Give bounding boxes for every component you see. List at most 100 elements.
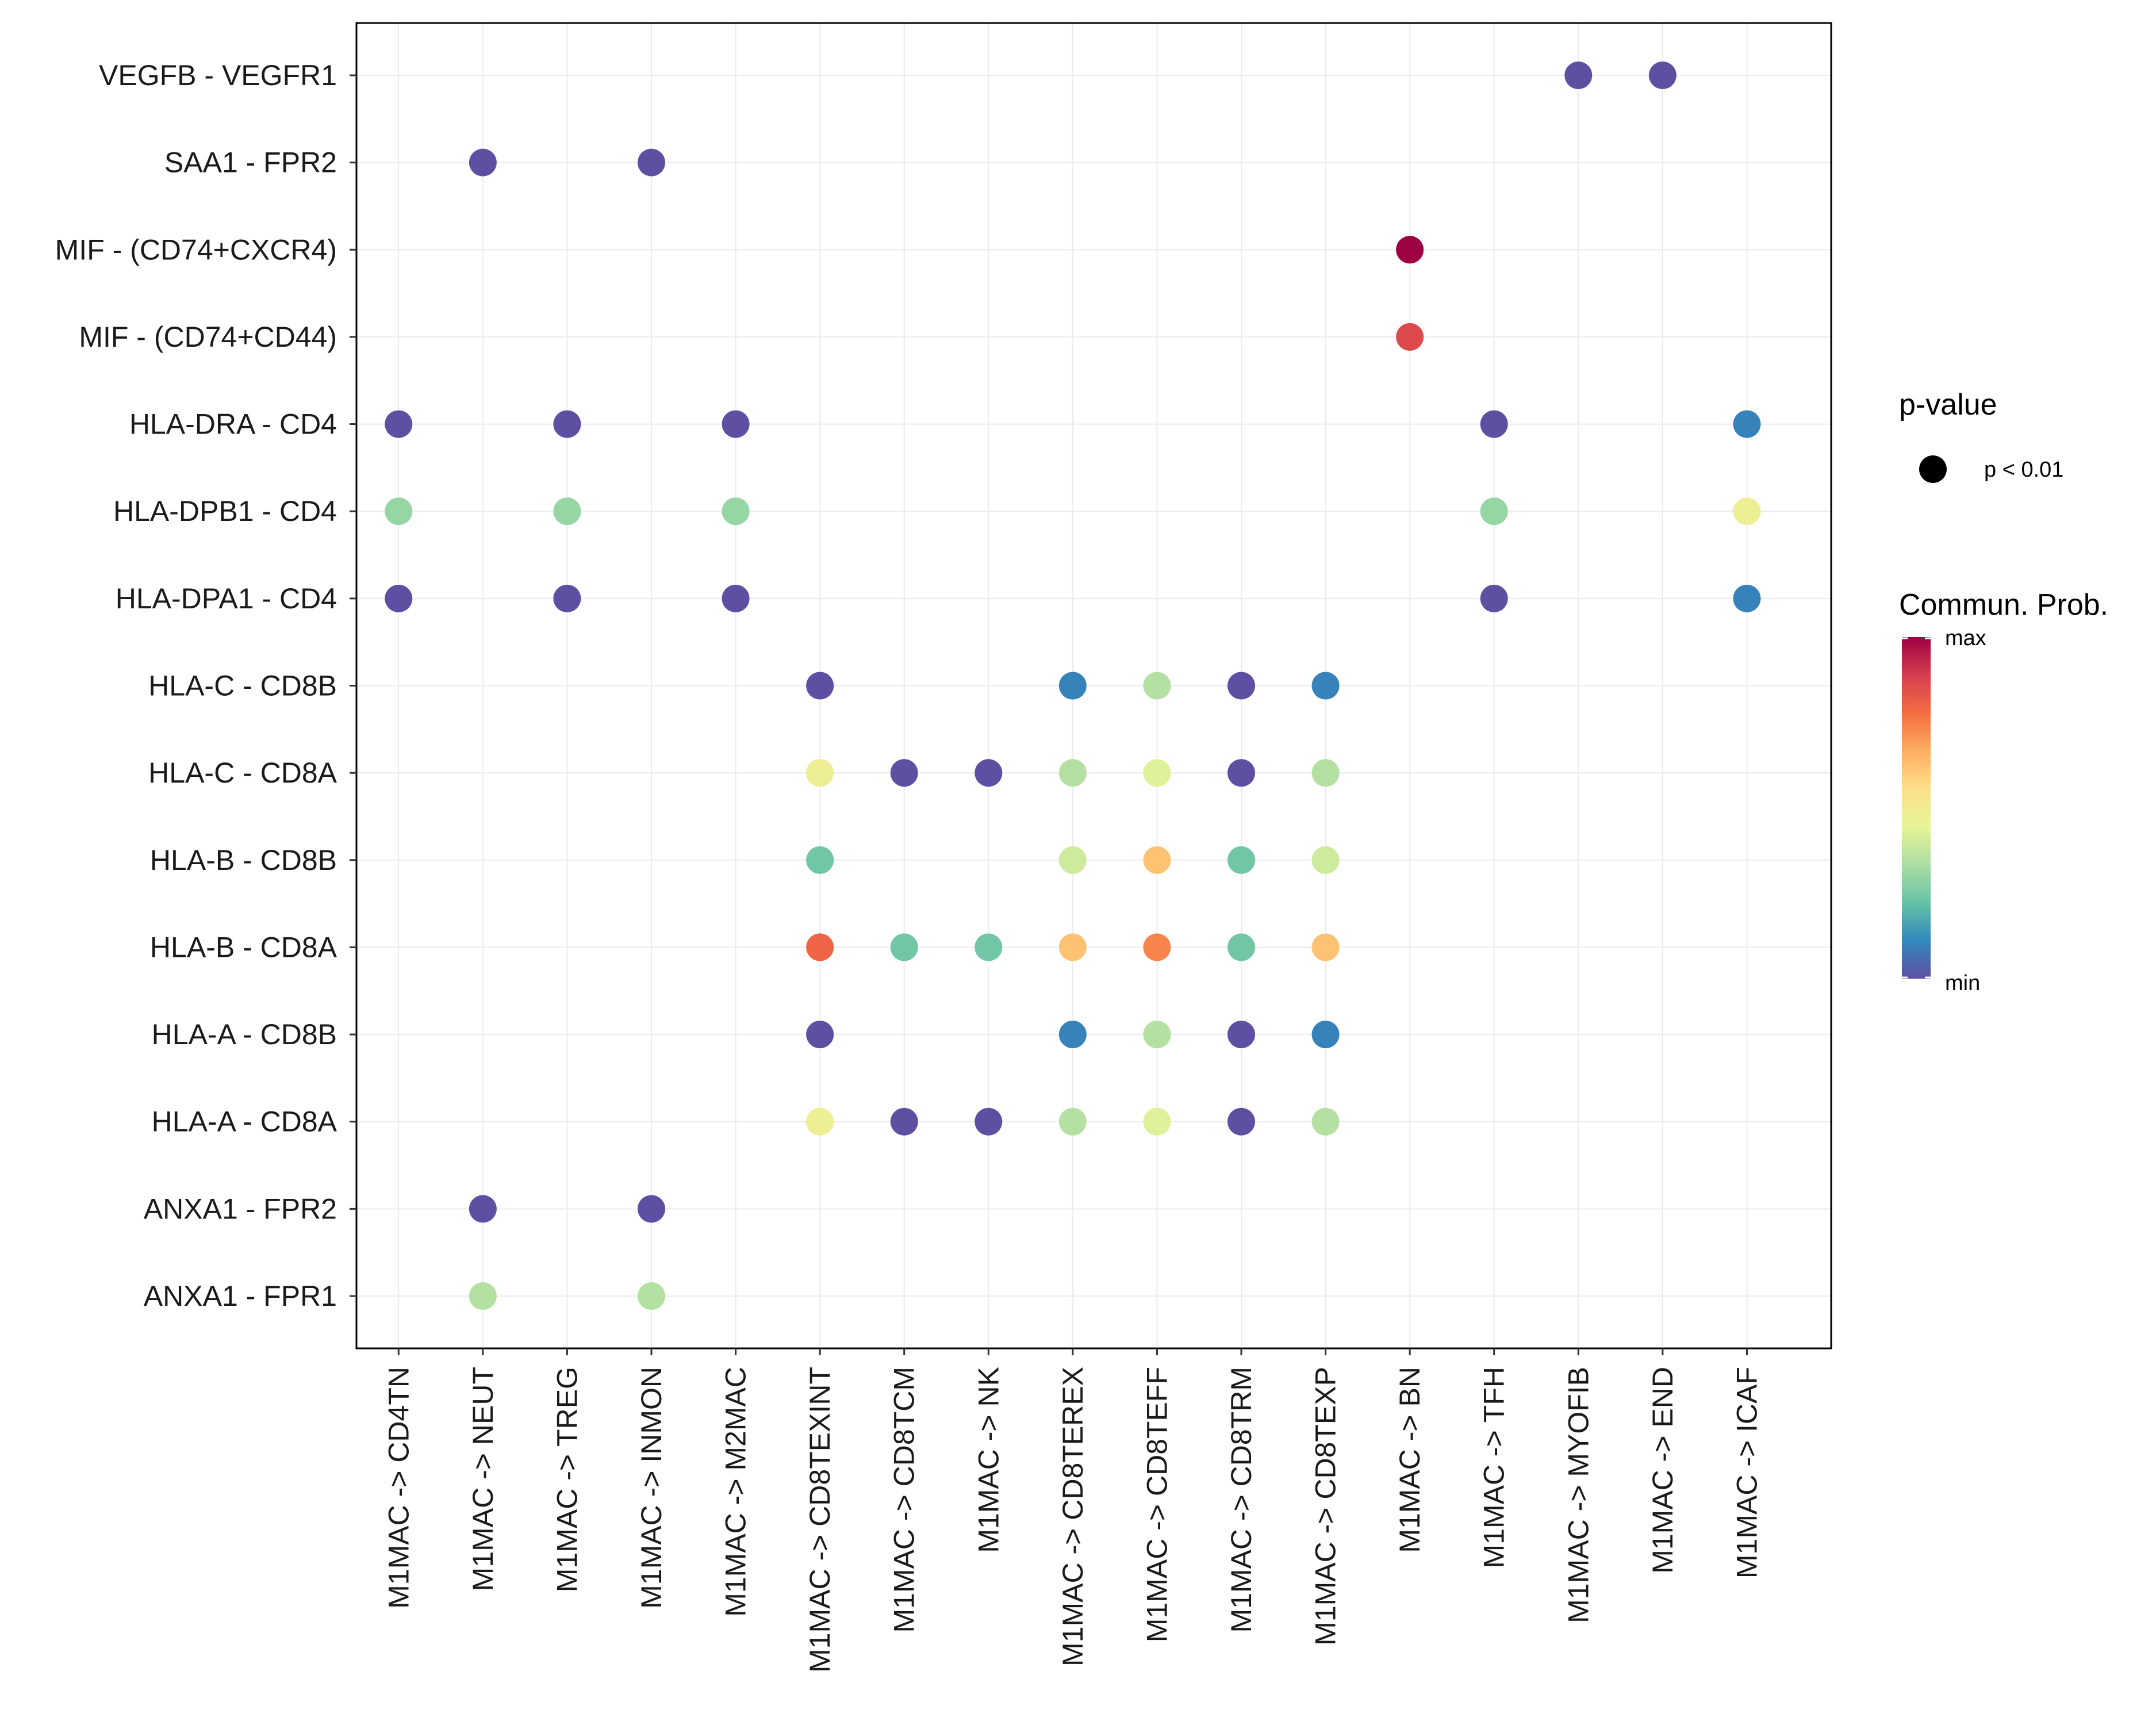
data-point-hla-c-cd8a-m1mac-cd8teff [1143, 759, 1171, 787]
row-label-hla-a-cd8b: HLA-A - CD8B [152, 1018, 337, 1051]
column-label-m1mac-treg: M1MAC -> TREG [551, 1367, 583, 1592]
data-point-hla-b-cd8b-m1mac-cd8teff [1143, 846, 1171, 874]
column-label-m1mac-tfh: M1MAC -> TFH [1478, 1367, 1510, 1569]
column-label-m1mac-cd8texint: M1MAC -> CD8TEXINT [804, 1367, 836, 1673]
row-label-anxa1-fpr1: ANXA1 - FPR1 [144, 1280, 337, 1312]
data-point-hla-c-cd8b-m1mac-cd8teff [1143, 672, 1171, 700]
row-label-anxa1-fpr2: ANXA1 - FPR2 [144, 1193, 337, 1225]
data-point-hla-c-cd8b-m1mac-cd8trm [1227, 672, 1255, 700]
data-point-hla-dpb1-cd4-m1mac-tfh [1480, 497, 1508, 526]
data-point-hla-dpb1-cd4-m1mac-treg [553, 497, 581, 526]
data-point-hla-c-cd8a-m1mac-cd8texp [1311, 759, 1340, 787]
color-bar-min-label: min [1945, 971, 1980, 995]
row-label-hla-c-cd8b: HLA-C - CD8B [148, 670, 337, 702]
pvalue-legend-label: p < 0.01 [1984, 458, 2063, 482]
column-label-m1mac-cd4tn: M1MAC -> CD4TN [382, 1367, 415, 1609]
data-point-hla-dpa1-cd4-m1mac-treg [553, 584, 581, 612]
row-label-hla-dpa1-cd4: HLA-DPA1 - CD4 [116, 582, 337, 615]
column-label-m1mac-inmon: M1MAC -> INMON [635, 1367, 667, 1609]
column-label-m1mac-cd8terex: M1MAC -> CD8TEREX [1057, 1367, 1089, 1666]
data-point-hla-a-cd8b-m1mac-cd8texint [806, 1021, 834, 1049]
data-point-hla-dpa1-cd4-m1mac-m2mac [722, 584, 750, 612]
data-point-hla-dpa1-cd4-m1mac-icaf [1733, 584, 1761, 612]
data-point-hla-a-cd8b-m1mac-cd8trm [1227, 1021, 1255, 1049]
column-label-m1mac-nk: M1MAC -> NK [972, 1367, 1004, 1553]
data-point-hla-b-cd8a-m1mac-cd8teff [1143, 933, 1171, 961]
data-point-hla-c-cd8a-m1mac-cd8texint [806, 759, 834, 787]
data-point-anxa1-fpr2-m1mac-inmon [638, 1195, 665, 1223]
column-label-m1mac-bn: M1MAC -> BN [1394, 1367, 1426, 1553]
data-point-hla-c-cd8b-m1mac-cd8texint [806, 672, 834, 700]
data-point-hla-c-cd8a-m1mac-cd8tcm [890, 759, 918, 787]
row-label-vegfb-vegfr1: VEGFB - VEGFR1 [99, 59, 337, 91]
data-point-hla-a-cd8a-m1mac-nk [975, 1107, 1003, 1136]
row-label-hla-a-cd8a: HLA-A - CD8A [152, 1106, 337, 1138]
color-bar [1902, 637, 1931, 979]
data-point-hla-b-cd8a-m1mac-cd8texint [806, 933, 834, 961]
column-label-m1mac-end: M1MAC -> END [1647, 1367, 1679, 1574]
data-point-anxa1-fpr2-m1mac-neut [469, 1195, 497, 1223]
color-bar-max-label: max [1945, 626, 1986, 650]
data-point-hla-b-cd8a-m1mac-cd8terex [1058, 933, 1087, 961]
data-point-anxa1-fpr1-m1mac-inmon [638, 1282, 665, 1310]
data-point-hla-c-cd8b-m1mac-cd8texp [1311, 672, 1340, 700]
data-point-hla-a-cd8a-m1mac-cd8terex [1058, 1107, 1087, 1136]
pvalue-legend-dot [1919, 455, 1947, 483]
data-point-hla-a-cd8a-m1mac-cd8texp [1311, 1107, 1340, 1136]
data-point-hla-c-cd8a-m1mac-nk [975, 759, 1003, 787]
data-point-hla-dpa1-cd4-m1mac-tfh [1480, 584, 1508, 612]
data-point-hla-dpb1-cd4-m1mac-icaf [1733, 497, 1761, 526]
row-label-saa1-fpr2: SAA1 - FPR2 [164, 147, 337, 179]
row-label-hla-c-cd8a: HLA-C - CD8A [148, 757, 337, 789]
column-label-m1mac-cd8teff: M1MAC -> CD8TEFF [1141, 1367, 1173, 1642]
data-points [385, 61, 1761, 1310]
data-point-hla-dpb1-cd4-m1mac-m2mac [722, 497, 750, 526]
column-label-m1mac-cd8tcm: M1MAC -> CD8TCM [888, 1367, 920, 1633]
data-point-hla-b-cd8a-m1mac-nk [975, 933, 1003, 961]
data-point-hla-dpa1-cd4-m1mac-cd4tn [385, 584, 413, 612]
data-point-hla-a-cd8a-m1mac-cd8texint [806, 1107, 834, 1136]
data-point-vegfb-vegfr1-m1mac-end [1648, 61, 1677, 89]
x-axis-labels: M1MAC -> CD4TN M1MAC -> NEUT M1MAC -> TREG… [382, 1348, 1763, 1673]
column-label-m1mac-myofib: M1MAC -> MYOFIB [1562, 1367, 1594, 1623]
column-label-m1mac-icaf: M1MAC -> ICAF [1731, 1367, 1763, 1578]
column-label-m1mac-m2mac: M1MAC -> M2MAC [720, 1367, 752, 1617]
data-point-hla-b-cd8b-m1mac-cd8texint [806, 846, 834, 874]
data-point-hla-dpb1-cd4-m1mac-cd4tn [385, 497, 413, 526]
data-point-hla-dra-cd4-m1mac-cd4tn [385, 410, 413, 438]
data-point-hla-dra-cd4-m1mac-m2mac [722, 410, 750, 438]
column-label-m1mac-neut: M1MAC -> NEUT [467, 1367, 499, 1591]
pvalue-legend-title: p-value [1899, 388, 1997, 421]
column-label-m1mac-cd8trm: M1MAC -> CD8TRM [1225, 1367, 1257, 1633]
data-point-hla-b-cd8b-m1mac-cd8trm [1227, 846, 1255, 874]
data-point-hla-a-cd8b-m1mac-cd8texp [1311, 1021, 1340, 1049]
data-point-vegfb-vegfr1-m1mac-myofib [1564, 61, 1593, 89]
data-point-hla-c-cd8a-m1mac-cd8terex [1058, 759, 1087, 787]
color-legend-title: Commun. Prob. [1899, 588, 2108, 622]
row-label-mif-cd74-cd44: MIF - (CD74+CD44) [79, 321, 337, 353]
data-point-hla-b-cd8b-m1mac-cd8texp [1311, 846, 1340, 874]
data-point-hla-b-cd8a-m1mac-cd8tcm [890, 933, 918, 961]
data-point-saa1-fpr2-m1mac-neut [469, 148, 497, 177]
row-label-hla-dpb1-cd4: HLA-DPB1 - CD4 [113, 495, 337, 527]
column-label-m1mac-cd8texp: M1MAC -> CD8TEXP [1310, 1367, 1342, 1646]
data-point-hla-a-cd8a-m1mac-cd8tcm [890, 1107, 918, 1136]
data-point-hla-b-cd8b-m1mac-cd8terex [1058, 846, 1087, 874]
y-axis-labels: VEGFB - VEGFR1 SAA1 - FPR2 MIF - (CD74+CXC… [55, 59, 356, 1312]
data-point-hla-b-cd8a-m1mac-cd8trm [1227, 933, 1255, 961]
data-point-hla-c-cd8a-m1mac-cd8trm [1227, 759, 1255, 787]
data-point-hla-dra-cd4-m1mac-icaf [1733, 410, 1761, 438]
data-point-hla-a-cd8b-m1mac-cd8teff [1143, 1021, 1171, 1049]
data-point-hla-a-cd8b-m1mac-cd8terex [1058, 1021, 1087, 1049]
row-label-hla-b-cd8a: HLA-B - CD8A [150, 931, 337, 963]
data-point-hla-b-cd8a-m1mac-cd8texp [1311, 933, 1340, 961]
row-label-hla-dra-cd4: HLA-DRA - CD4 [129, 408, 337, 440]
legend: p-value p < 0.01 Commun. Prob. max min [1899, 388, 2108, 995]
data-point-saa1-fpr2-m1mac-inmon [638, 148, 665, 177]
data-point-hla-a-cd8a-m1mac-cd8trm [1227, 1107, 1255, 1136]
data-point-anxa1-fpr1-m1mac-neut [469, 1282, 497, 1310]
data-point-mif-cd74-cd44-m1mac-bn [1396, 323, 1424, 351]
data-point-mif-cd74-cxcr4-m1mac-bn [1396, 236, 1424, 264]
row-label-mif-cd74-cxcr4: MIF - (CD74+CXCR4) [55, 233, 337, 266]
